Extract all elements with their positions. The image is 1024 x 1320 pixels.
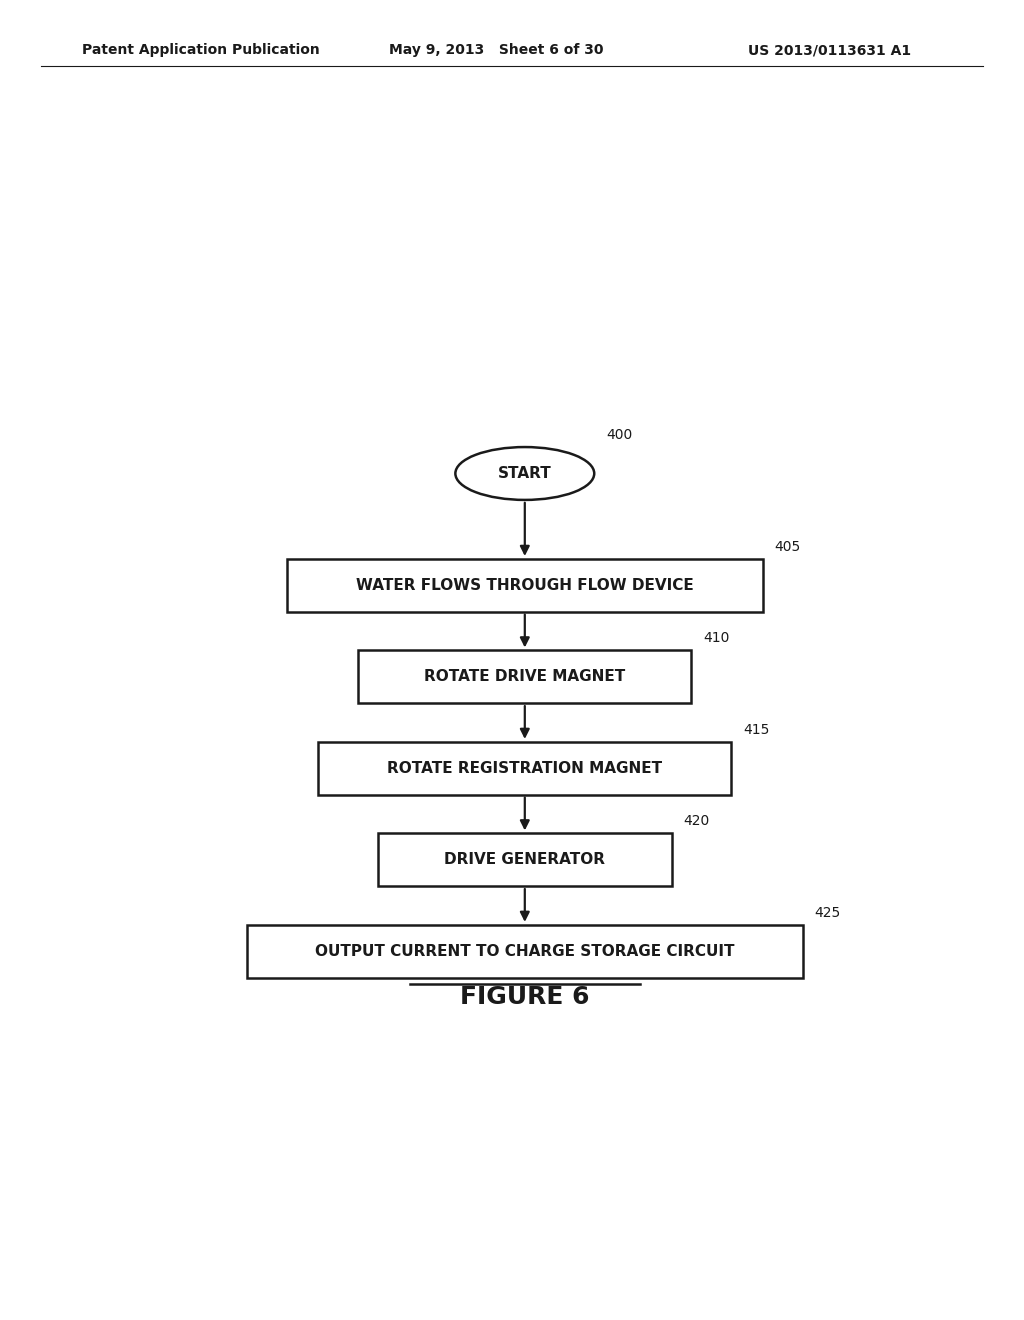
Text: FIGURE 6: FIGURE 6 [460, 985, 590, 1008]
Text: ROTATE REGISTRATION MAGNET: ROTATE REGISTRATION MAGNET [387, 760, 663, 776]
Text: 410: 410 [703, 631, 730, 645]
Bar [247, 925, 803, 978]
Text: START: START [498, 466, 552, 480]
Text: 420: 420 [684, 814, 710, 828]
Text: DRIVE GENERATOR: DRIVE GENERATOR [444, 853, 605, 867]
Text: ROTATE DRIVE MAGNET: ROTATE DRIVE MAGNET [424, 669, 626, 684]
Text: US 2013/0113631 A1: US 2013/0113631 A1 [748, 44, 910, 57]
Bar [318, 742, 731, 795]
Text: 415: 415 [743, 723, 769, 737]
Text: 405: 405 [775, 540, 801, 554]
Text: 400: 400 [606, 428, 633, 442]
Text: WATER FLOWS THROUGH FLOW DEVICE: WATER FLOWS THROUGH FLOW DEVICE [356, 578, 693, 593]
Text: 425: 425 [814, 906, 841, 920]
Bar [358, 651, 691, 704]
Text: OUTPUT CURRENT TO CHARGE STORAGE CIRCUIT: OUTPUT CURRENT TO CHARGE STORAGE CIRCUIT [315, 944, 734, 958]
Text: Patent Application Publication: Patent Application Publication [82, 44, 319, 57]
Point [403, 342, 416, 358]
Bar [287, 558, 763, 611]
Text: May 9, 2013   Sheet 6 of 30: May 9, 2013 Sheet 6 of 30 [389, 44, 603, 57]
Point [634, 342, 646, 358]
Bar [378, 833, 672, 886]
